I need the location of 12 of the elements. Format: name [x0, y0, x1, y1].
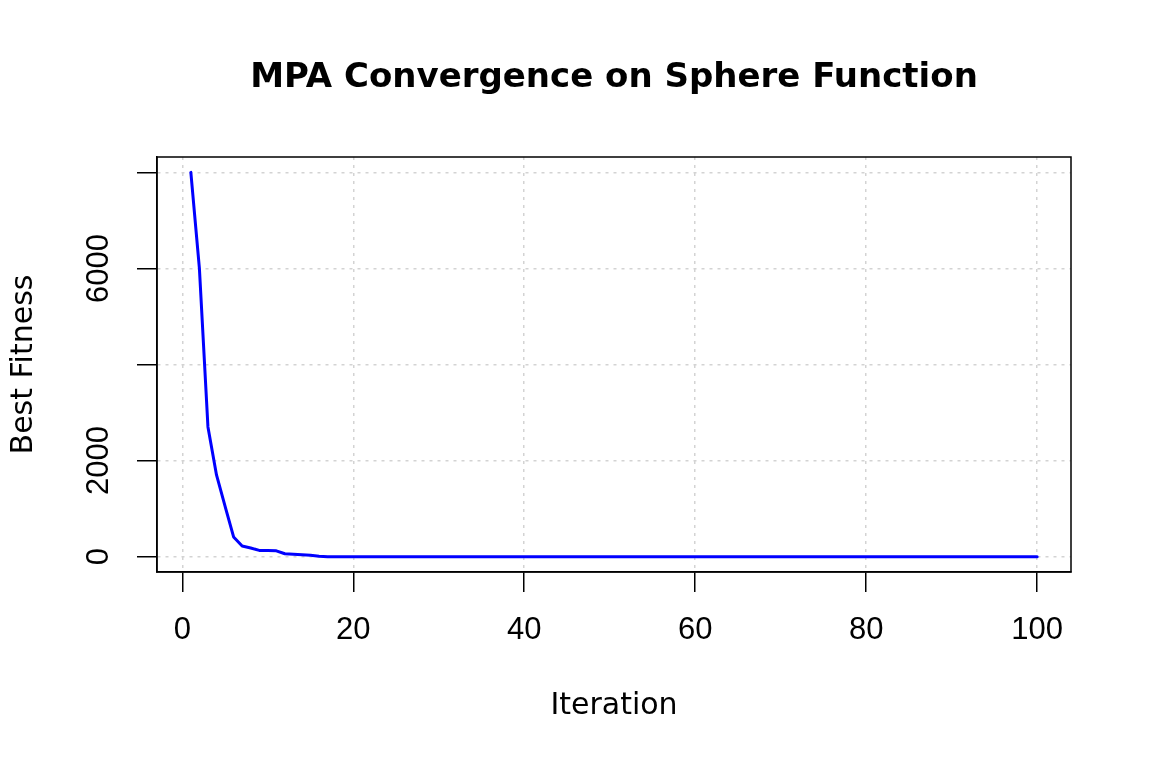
x-tick-label: 80: [848, 611, 884, 647]
x-tick-label: 0: [173, 611, 191, 647]
y-tick-label: 0: [80, 548, 115, 566]
y-axis-title: Best Fitness: [3, 274, 39, 455]
x-tick-label: 40: [507, 611, 542, 647]
y-tick-label: 2000: [80, 426, 115, 496]
x-tick-label: 100: [1011, 611, 1064, 647]
x-tick-label: 20: [336, 611, 371, 647]
chart-title: MPA Convergence on Sphere Function: [250, 54, 978, 95]
y-tick-label: 6000: [80, 233, 115, 303]
x-axis-title: Iteration: [550, 685, 678, 721]
x-tick-label: 60: [677, 611, 713, 647]
